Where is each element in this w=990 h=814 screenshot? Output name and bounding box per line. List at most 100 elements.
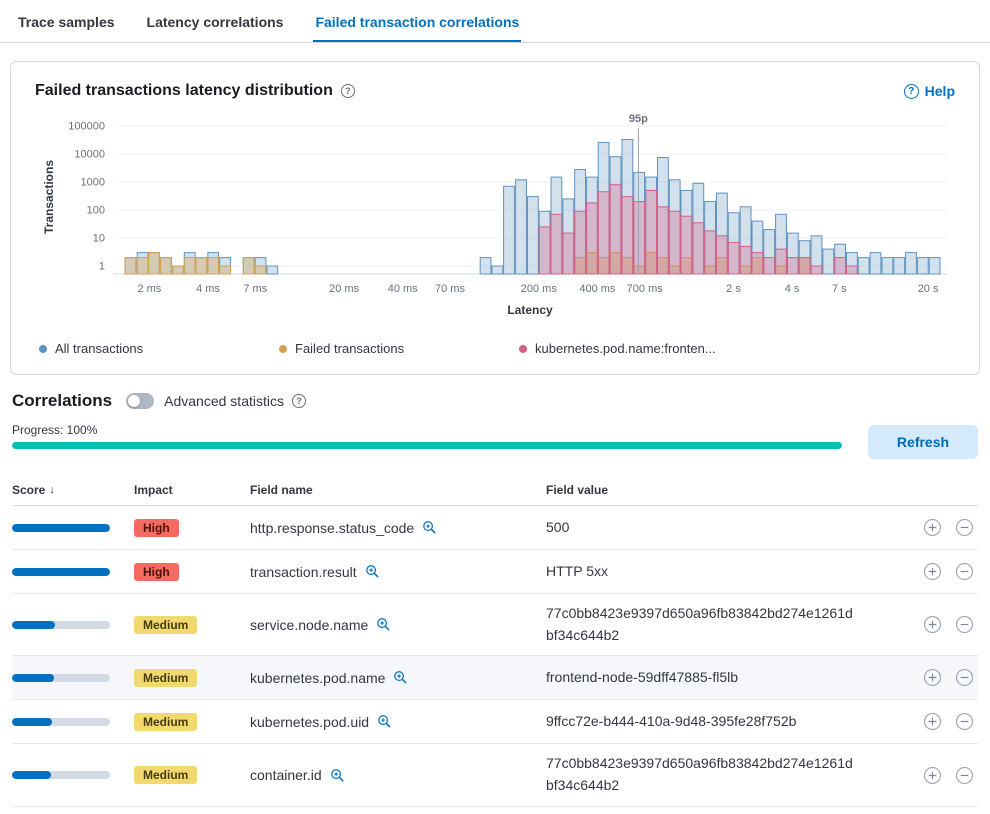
include-filter-icon[interactable] — [923, 615, 942, 634]
field-value: 9ffcc72e-b444-410a-9d48-395fe28f752b — [546, 713, 797, 730]
svg-text:7 s: 7 s — [832, 283, 847, 295]
info-question-icon[interactable]: ? — [291, 394, 306, 408]
exclude-filter-icon[interactable] — [955, 668, 974, 687]
svg-text:1: 1 — [99, 261, 105, 273]
include-filter-icon[interactable] — [923, 518, 942, 537]
score-bar-fill — [12, 523, 110, 532]
score-cell — [12, 709, 134, 735]
exclude-filter-icon[interactable] — [955, 562, 974, 581]
svg-text:20 s: 20 s — [918, 283, 939, 295]
correlations-section: Correlations Advanced statistics ? Progr… — [12, 391, 978, 807]
legend-item[interactable]: kubernetes.pod.name:fronten... — [519, 341, 759, 356]
col-score[interactable]: Score ↓ — [12, 483, 55, 497]
tab-failed-transaction-correlations[interactable]: Failed transaction correlations — [313, 10, 522, 42]
field-value: 77c0bb8423e9397d650a96fb83842bd274e1261d… — [546, 605, 853, 643]
magnify-plus-icon[interactable] — [393, 670, 408, 685]
impact-badge: Medium — [134, 712, 198, 731]
legend-dot — [279, 344, 287, 353]
panel-header: Failed transactions latency distribution… — [35, 82, 955, 100]
help-icon: ? — [903, 83, 919, 99]
svg-text:70 ms: 70 ms — [435, 283, 465, 295]
score-cell — [12, 559, 134, 585]
table-row[interactable]: Medium service.node.name 77c0bb8423e9397d6… — [12, 594, 978, 657]
exclude-filter-icon[interactable] — [955, 615, 974, 634]
table-row[interactable]: Medium kubernetes.pod.name frontend-node-5… — [12, 656, 978, 701]
legend-item[interactable]: All transactions — [39, 341, 279, 356]
field-name-cell: kubernetes.pod.uid — [250, 705, 546, 739]
field-name: http.response.status_code — [250, 519, 415, 536]
impact-badge: Medium — [134, 615, 198, 634]
field-name-cell: http.response.status_code — [250, 511, 546, 545]
correlations-table: Score ↓ Impact Field name Field value Hi… — [12, 477, 978, 807]
exclude-filter-icon[interactable] — [955, 518, 974, 537]
svg-text:Latency: Latency — [507, 303, 553, 317]
advanced-statistics-toggle[interactable] — [126, 393, 155, 409]
exclude-filter-icon[interactable] — [955, 766, 974, 785]
correlations-header: Correlations Advanced statistics ? — [12, 391, 978, 411]
legend-label: kubernetes.pod.name:fronten... — [535, 341, 716, 356]
svg-text:7 ms: 7 ms — [243, 283, 267, 295]
include-filter-icon[interactable] — [923, 712, 942, 731]
include-filter-icon[interactable] — [923, 562, 942, 581]
field-value: HTTP 5xx — [546, 562, 608, 579]
impact-badge: High — [134, 562, 179, 581]
include-filter-icon[interactable] — [923, 668, 942, 687]
help-link[interactable]: ? Help — [903, 83, 955, 99]
magnify-plus-icon[interactable] — [330, 768, 345, 783]
field-name-cell: service.node.name — [250, 608, 546, 642]
info-question-icon[interactable]: ? — [340, 84, 355, 98]
latency-histogram-svg: 1 10 100 1000 10000 100000 95p 2 ms 4 ms 7 ms 20 m… — [42, 113, 947, 317]
table-body: High http.response.status_code 500 High tran… — [12, 506, 978, 807]
score-bar — [12, 567, 110, 576]
svg-text:10: 10 — [93, 233, 105, 245]
svg-text:2 ms: 2 ms — [137, 283, 161, 295]
score-bar — [12, 523, 110, 532]
tab-latency-correlations[interactable]: Latency correlations — [145, 10, 286, 42]
score-bar-fill — [12, 673, 55, 682]
legend-item[interactable]: Failed transactions — [279, 341, 519, 356]
impact-badge: High — [134, 518, 179, 537]
field-name-cell: transaction.result — [250, 555, 546, 589]
include-filter-icon[interactable] — [923, 766, 942, 785]
legend-dot — [519, 344, 527, 353]
legend-label: All transactions — [55, 341, 144, 356]
magnify-plus-icon[interactable] — [376, 617, 391, 632]
magnify-plus-icon[interactable] — [422, 520, 437, 535]
latency-histogram[interactable]: 1 10 100 1000 10000 100000 95p 2 ms 4 ms 7 ms 20 m… — [35, 108, 955, 335]
tab-bar: Trace samples Latency correlations Failed … — [0, 0, 990, 43]
impact-cell: High — [134, 554, 250, 590]
svg-text:1000: 1000 — [81, 177, 105, 189]
row-actions — [902, 509, 978, 546]
svg-text:20 ms: 20 ms — [329, 283, 359, 295]
progress-row: Progress: 100% Refresh — [12, 423, 978, 459]
col-field-value: Field value — [546, 483, 609, 497]
svg-text:4 s: 4 s — [785, 283, 800, 295]
field-name: kubernetes.pod.name — [250, 669, 386, 686]
field-value: 500 — [546, 518, 570, 535]
impact-badge: Medium — [134, 766, 198, 785]
refresh-button[interactable]: Refresh — [868, 425, 978, 459]
table-row[interactable]: Medium container.id 77c0bb8423e9397d650a96… — [12, 744, 978, 807]
score-bar-fill — [12, 567, 110, 576]
svg-text:400 ms: 400 ms — [579, 283, 616, 295]
sort-desc-icon: ↓ — [49, 484, 55, 496]
exclude-filter-icon[interactable] — [955, 712, 974, 731]
impact-cell: Medium — [134, 607, 250, 643]
svg-text:200 ms: 200 ms — [521, 283, 558, 295]
advanced-statistics-label: Advanced statistics — [164, 393, 284, 409]
table-row[interactable]: High transaction.result HTTP 5xx — [12, 550, 978, 594]
svg-text:100000: 100000 — [68, 121, 105, 133]
magnify-plus-icon[interactable] — [365, 564, 380, 579]
score-bar-fill — [12, 771, 52, 780]
progress-bar — [12, 442, 842, 449]
table-row[interactable]: High http.response.status_code 500 — [12, 506, 978, 550]
table-row[interactable]: Medium kubernetes.pod.uid 9ffcc72e-b444-41… — [12, 700, 978, 745]
magnify-plus-icon[interactable] — [377, 714, 392, 729]
row-actions — [902, 757, 978, 794]
impact-cell: High — [134, 510, 250, 546]
impact-badge: Medium — [134, 668, 198, 687]
impact-cell: Medium — [134, 704, 250, 740]
legend-dot — [39, 344, 47, 353]
table-header: Score ↓ Impact Field name Field value — [12, 477, 978, 506]
tab-trace-samples[interactable]: Trace samples — [16, 10, 117, 42]
